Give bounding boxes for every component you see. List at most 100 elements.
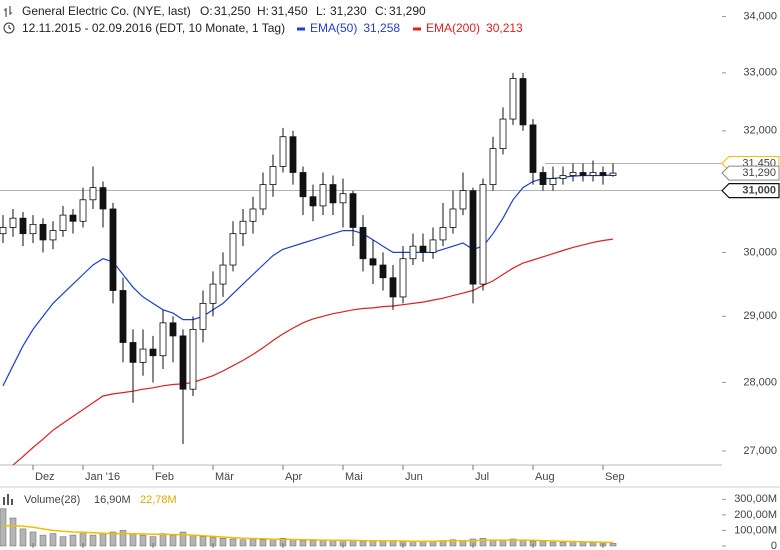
volume-bar [199, 536, 207, 547]
ohlc-value: 31,230 [330, 4, 367, 18]
ohlc-label: H: [257, 4, 269, 18]
chart-subtitle: 12.11.2015 - 02.09.2016 (EDT, 10 Monate,… [22, 21, 285, 35]
volume-bar [479, 537, 487, 547]
candle-body [269, 166, 277, 185]
candle-body [289, 136, 297, 173]
volume-bar [99, 533, 107, 547]
x-tick-label: Jan '16 [85, 471, 120, 483]
volume-bar [69, 534, 77, 547]
candle-body [9, 217, 17, 228]
volume-bar [539, 541, 547, 547]
volume-bar [89, 534, 97, 547]
y-tick-label: 30,000 [743, 246, 777, 258]
candle-body [0, 227, 7, 235]
candle-body [439, 227, 447, 241]
volume-bar [39, 534, 47, 547]
candle-body [149, 348, 157, 357]
volume-bar [429, 541, 437, 547]
candle-body [549, 178, 557, 185]
candle-body [599, 172, 607, 176]
volume-tick-label: 300,00M [734, 493, 777, 505]
volume-bar [309, 540, 317, 547]
volume-bar [379, 541, 387, 547]
candle-body [359, 227, 367, 260]
x-tick-label: Dez [35, 471, 55, 483]
ema-line [2, 174, 614, 387]
legend-value: 30,213 [486, 21, 523, 35]
candle-body [389, 277, 397, 298]
ema-line [12, 238, 614, 465]
candle-body [349, 193, 357, 228]
candle-body [229, 233, 237, 266]
volume-bar [409, 541, 417, 547]
candle-body [459, 190, 467, 210]
x-tick-label: Aug [535, 471, 555, 483]
price-plot [0, 72, 722, 465]
price-box [721, 165, 780, 181]
candle-body [159, 322, 167, 357]
candle-body [499, 118, 507, 149]
candle-body [479, 184, 487, 285]
volume-bar [329, 540, 337, 547]
y-tick-label: 28,000 [743, 376, 777, 388]
candle-body [169, 322, 177, 337]
legend-name: EMA(50) [310, 21, 357, 35]
y-tick-label: 34,000 [743, 10, 777, 22]
price-box-label: 31,290 [742, 167, 776, 179]
volume-bar [559, 541, 567, 547]
candle-body [209, 283, 217, 304]
price-box-label: 31,000 [742, 185, 776, 197]
volume-bar [189, 534, 197, 547]
candle-body [59, 214, 67, 231]
candle-body [19, 217, 27, 235]
x-tick-label: Mai [345, 471, 363, 483]
ohlc-value: 31,450 [271, 4, 308, 18]
x-tick-label: Mär [215, 471, 234, 483]
volume-plot: 300,00M 200,00M 100,00M 0 [0, 493, 777, 550]
candle-body [339, 193, 347, 204]
volume-bar [349, 540, 357, 547]
candle-body [569, 172, 577, 176]
candle-body [399, 258, 407, 298]
candle-body [379, 264, 387, 279]
ohlc-label: C: [375, 4, 387, 18]
ohlc-icon [4, 6, 12, 17]
candle-body [39, 223, 47, 241]
x-tick-label: Apr [285, 471, 302, 483]
volume-tick-label: 200,00M [734, 509, 777, 521]
volume-bar [299, 540, 307, 547]
candle-body [589, 172, 597, 176]
y-tick-label: 33,000 [743, 67, 777, 79]
ohlc-value: 31,250 [214, 4, 251, 18]
legend-value: 31,258 [363, 21, 400, 35]
volume-bar [109, 531, 117, 547]
volume-bar [239, 539, 247, 547]
candle-body [29, 223, 37, 235]
candle-body [489, 148, 497, 185]
volume-bar [59, 536, 67, 547]
y-tick-label: 27,000 [743, 445, 777, 457]
volume-bar [449, 539, 457, 547]
candle-body [469, 190, 477, 285]
candle-body [509, 78, 517, 120]
volume-bar [139, 534, 147, 547]
y-tick-label: 29,000 [743, 310, 777, 322]
candle-body [89, 187, 97, 201]
candle-body [519, 78, 527, 126]
candle-body [299, 172, 307, 198]
volume-bar [589, 542, 597, 547]
candle-body [69, 214, 77, 222]
candle-body [609, 172, 617, 176]
volume-bar [579, 541, 587, 547]
price-box [721, 183, 780, 199]
volume-bar [119, 530, 127, 547]
candle-body [179, 335, 187, 390]
volume-bar [219, 537, 227, 547]
chart-title: General Electric Co. (NYE, last) [22, 4, 191, 18]
x-tick-label: Jun [405, 471, 423, 483]
ohlc-label: L: [316, 4, 326, 18]
candle-body [129, 342, 137, 363]
x-tick-label: Feb [155, 471, 174, 483]
volume-bar [179, 531, 187, 547]
